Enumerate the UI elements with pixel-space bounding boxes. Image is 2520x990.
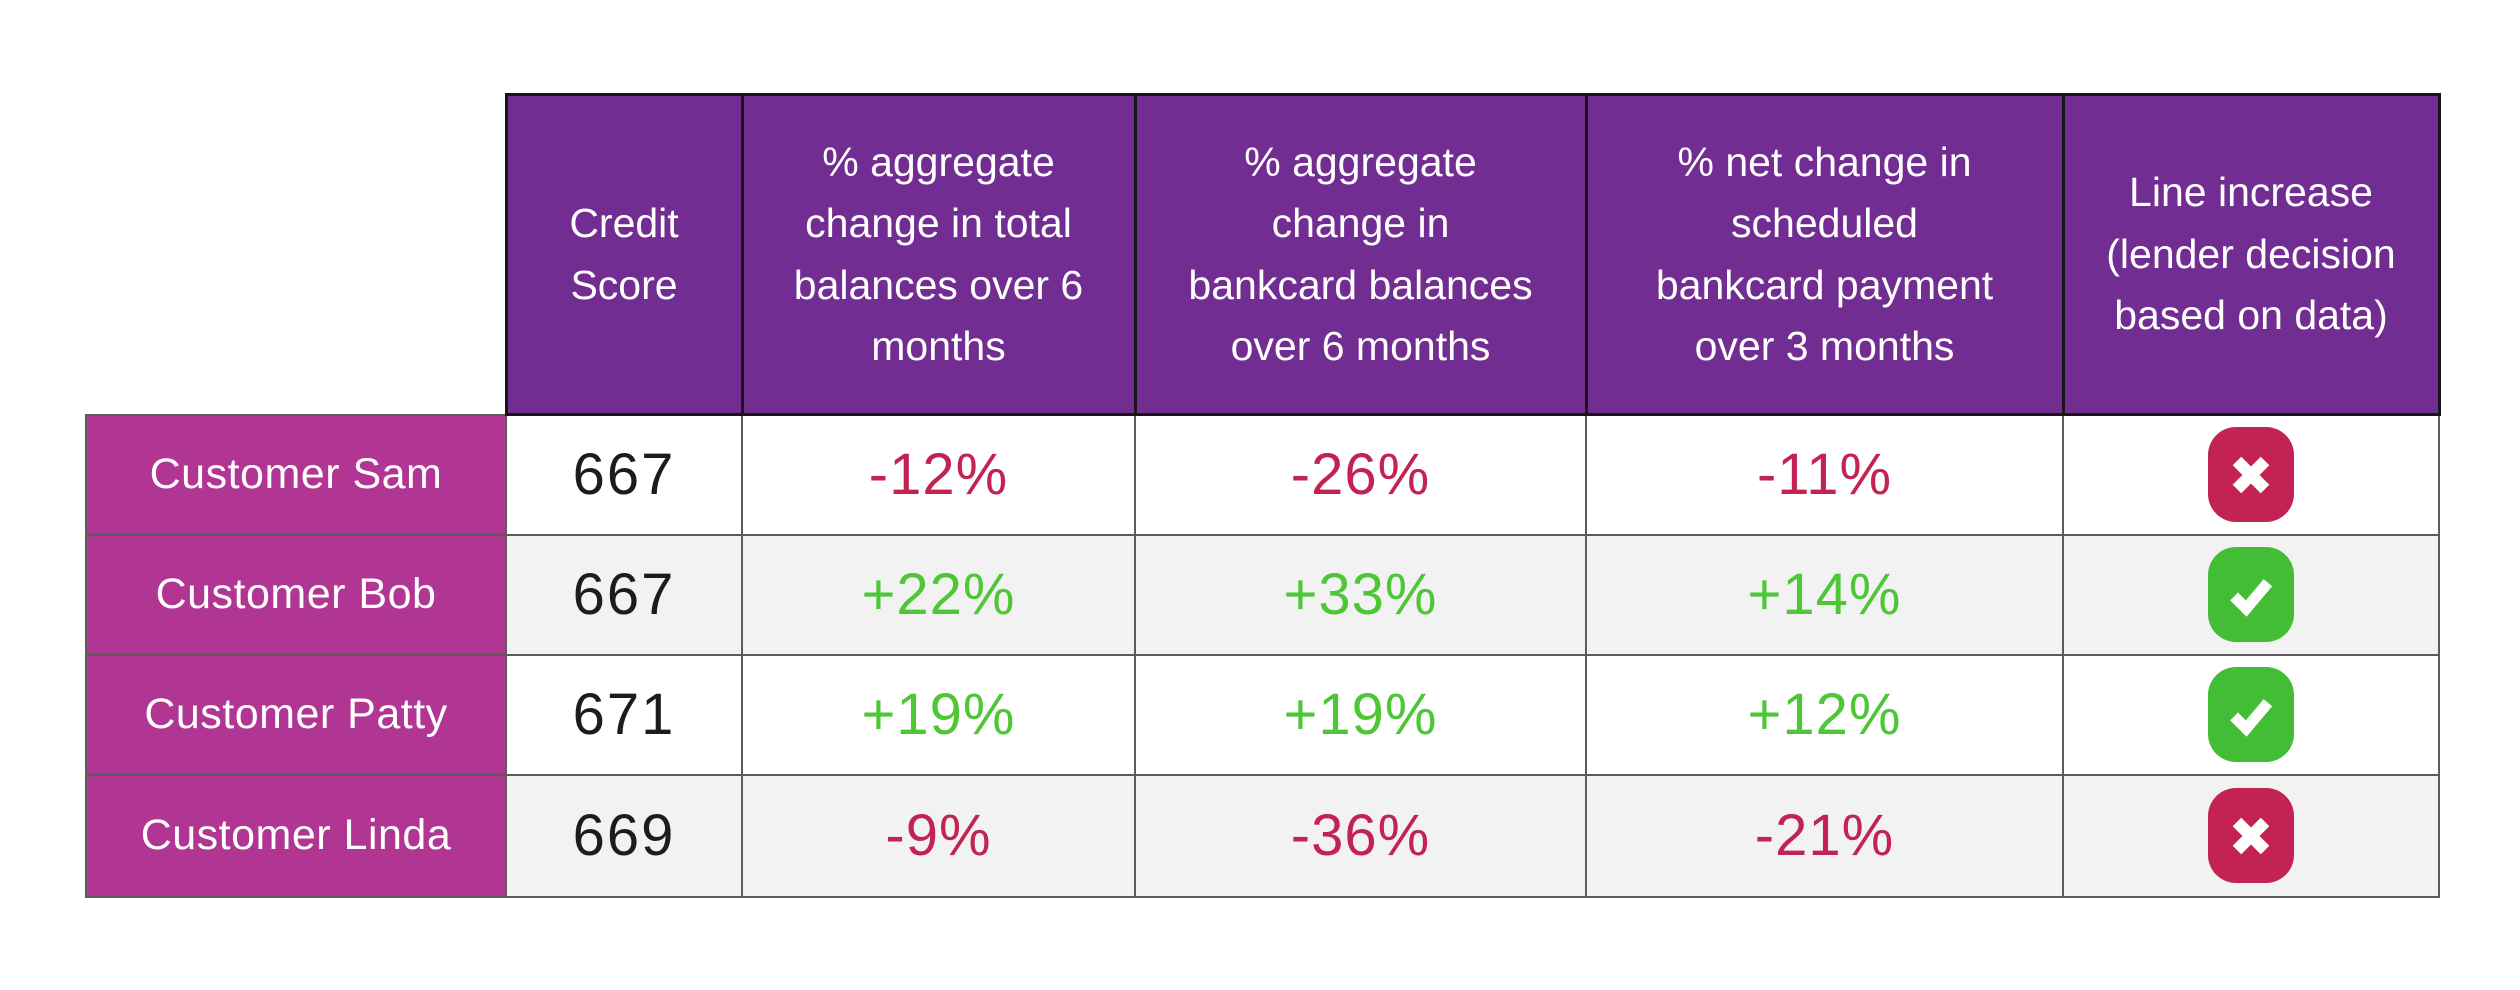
header-row: Credit Score % aggregate change in total… xyxy=(86,93,2441,416)
col-header-scheduled-payment-change: % net change in scheduled bankcard payme… xyxy=(1584,93,2065,416)
cell-credit-score: 669 xyxy=(505,773,743,898)
line-increase-approved-icon xyxy=(2208,547,2294,642)
cell-line-increase-decision xyxy=(2062,653,2440,776)
table-row-customer-sam: Customer Sam 667 -12% -26% -11% xyxy=(85,413,2440,536)
cell-scheduled-payment-change: -21% xyxy=(1585,773,2064,898)
line-increase-declined-icon xyxy=(2208,788,2294,883)
line-increase-declined-icon xyxy=(2208,427,2294,523)
cell-line-increase-decision xyxy=(2062,773,2440,898)
col-header-total-balances-change: % aggregate change in total balances ove… xyxy=(740,93,1137,416)
cell-scheduled-payment-change: +14% xyxy=(1585,533,2064,656)
col-header-credit-score: Credit Score xyxy=(504,93,744,416)
col-header-bankcard-balances-change: % aggregate change in bankcard balances … xyxy=(1133,93,1588,416)
cell-bankcard-balances-change: -36% xyxy=(1134,773,1587,898)
col-header-label: Line increase (lender decision based on … xyxy=(2106,169,2396,339)
col-header-label: % aggregate change in total balances ove… xyxy=(793,138,1084,370)
line-increase-approved-icon xyxy=(2208,667,2294,762)
cell-line-increase-decision xyxy=(2062,533,2440,656)
row-header-customer-name: Customer Linda xyxy=(85,773,507,898)
col-header-label: Credit Score xyxy=(569,200,679,308)
row-header-customer-name: Customer Bob xyxy=(85,533,507,656)
cell-total-balances-change: +19% xyxy=(741,653,1136,776)
cell-total-balances-change: -9% xyxy=(741,773,1136,898)
check-glyph xyxy=(2230,578,2273,617)
cell-total-balances-change: +22% xyxy=(741,533,1136,656)
table-row-customer-linda: Customer Linda 669 -9% -36% -21% xyxy=(85,773,2440,898)
cell-credit-score: 671 xyxy=(505,653,743,776)
credit-decision-table: Credit Score % aggregate change in total… xyxy=(85,93,2441,898)
row-header-customer-name: Customer Sam xyxy=(85,413,507,536)
table-row-customer-bob: Customer Bob 667 +22% +33% +14% xyxy=(85,533,2440,656)
table-row-customer-patty: Customer Patty 671 +19% +19% +12% xyxy=(85,653,2440,776)
col-header-line-increase: Line increase (lender decision based on … xyxy=(2061,93,2441,416)
cell-total-balances-change: -12% xyxy=(741,413,1136,536)
cell-bankcard-balances-change: -26% xyxy=(1134,413,1587,536)
check-glyph xyxy=(2230,698,2273,737)
cell-bankcard-balances-change: +33% xyxy=(1134,533,1587,656)
col-header-label: % net change in scheduled bankcard payme… xyxy=(1655,138,1994,370)
corner-spacer xyxy=(86,94,506,415)
cell-credit-score: 667 xyxy=(505,413,743,536)
row-header-customer-name: Customer Patty xyxy=(85,653,507,776)
cell-credit-score: 667 xyxy=(505,533,743,656)
cell-bankcard-balances-change: +19% xyxy=(1134,653,1587,776)
cell-scheduled-payment-change: +12% xyxy=(1585,653,2064,776)
cell-line-increase-decision xyxy=(2062,413,2440,536)
cell-scheduled-payment-change: -11% xyxy=(1585,413,2064,536)
col-header-label: % aggregate change in bankcard balances … xyxy=(1188,138,1533,370)
x-glyph xyxy=(2232,456,2270,494)
x-glyph xyxy=(2232,817,2270,854)
